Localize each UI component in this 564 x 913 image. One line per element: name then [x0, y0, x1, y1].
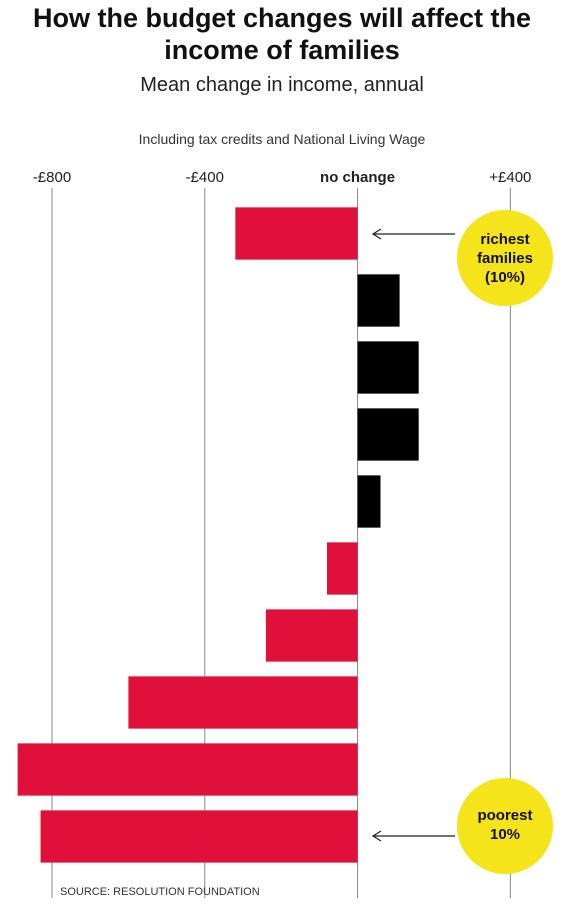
chart-title: How the budget changes will affect the i…: [32, 3, 532, 65]
annotation: richest families (10%): [477, 231, 533, 286]
annotation: poorest 10%: [477, 807, 533, 843]
bar: [357, 475, 381, 528]
arrow-head: [371, 830, 382, 842]
x-tick-label: -£800: [33, 169, 71, 186]
annotation-circle: [457, 210, 553, 306]
bar: [265, 609, 358, 662]
x-tick-label: no change: [320, 169, 395, 186]
bar: [327, 542, 358, 595]
subtitle: Mean change in income, annual: [140, 74, 424, 96]
x-tick-label: +£400: [489, 169, 531, 186]
arrows: [371, 228, 455, 842]
annotation-circle: [457, 778, 553, 874]
bar: [235, 207, 358, 260]
bar: [357, 408, 419, 461]
bar: [17, 743, 358, 796]
x-tick-label: -£400: [186, 169, 224, 186]
source: SOURCE: RESOLUTION FOUNDATION: [60, 886, 260, 898]
bar: [357, 341, 419, 394]
note: Including tax credits and National Livin…: [138, 131, 426, 147]
arrow-head: [371, 228, 382, 240]
bar: [357, 274, 400, 327]
bar: [40, 810, 358, 863]
bar: [128, 676, 358, 729]
